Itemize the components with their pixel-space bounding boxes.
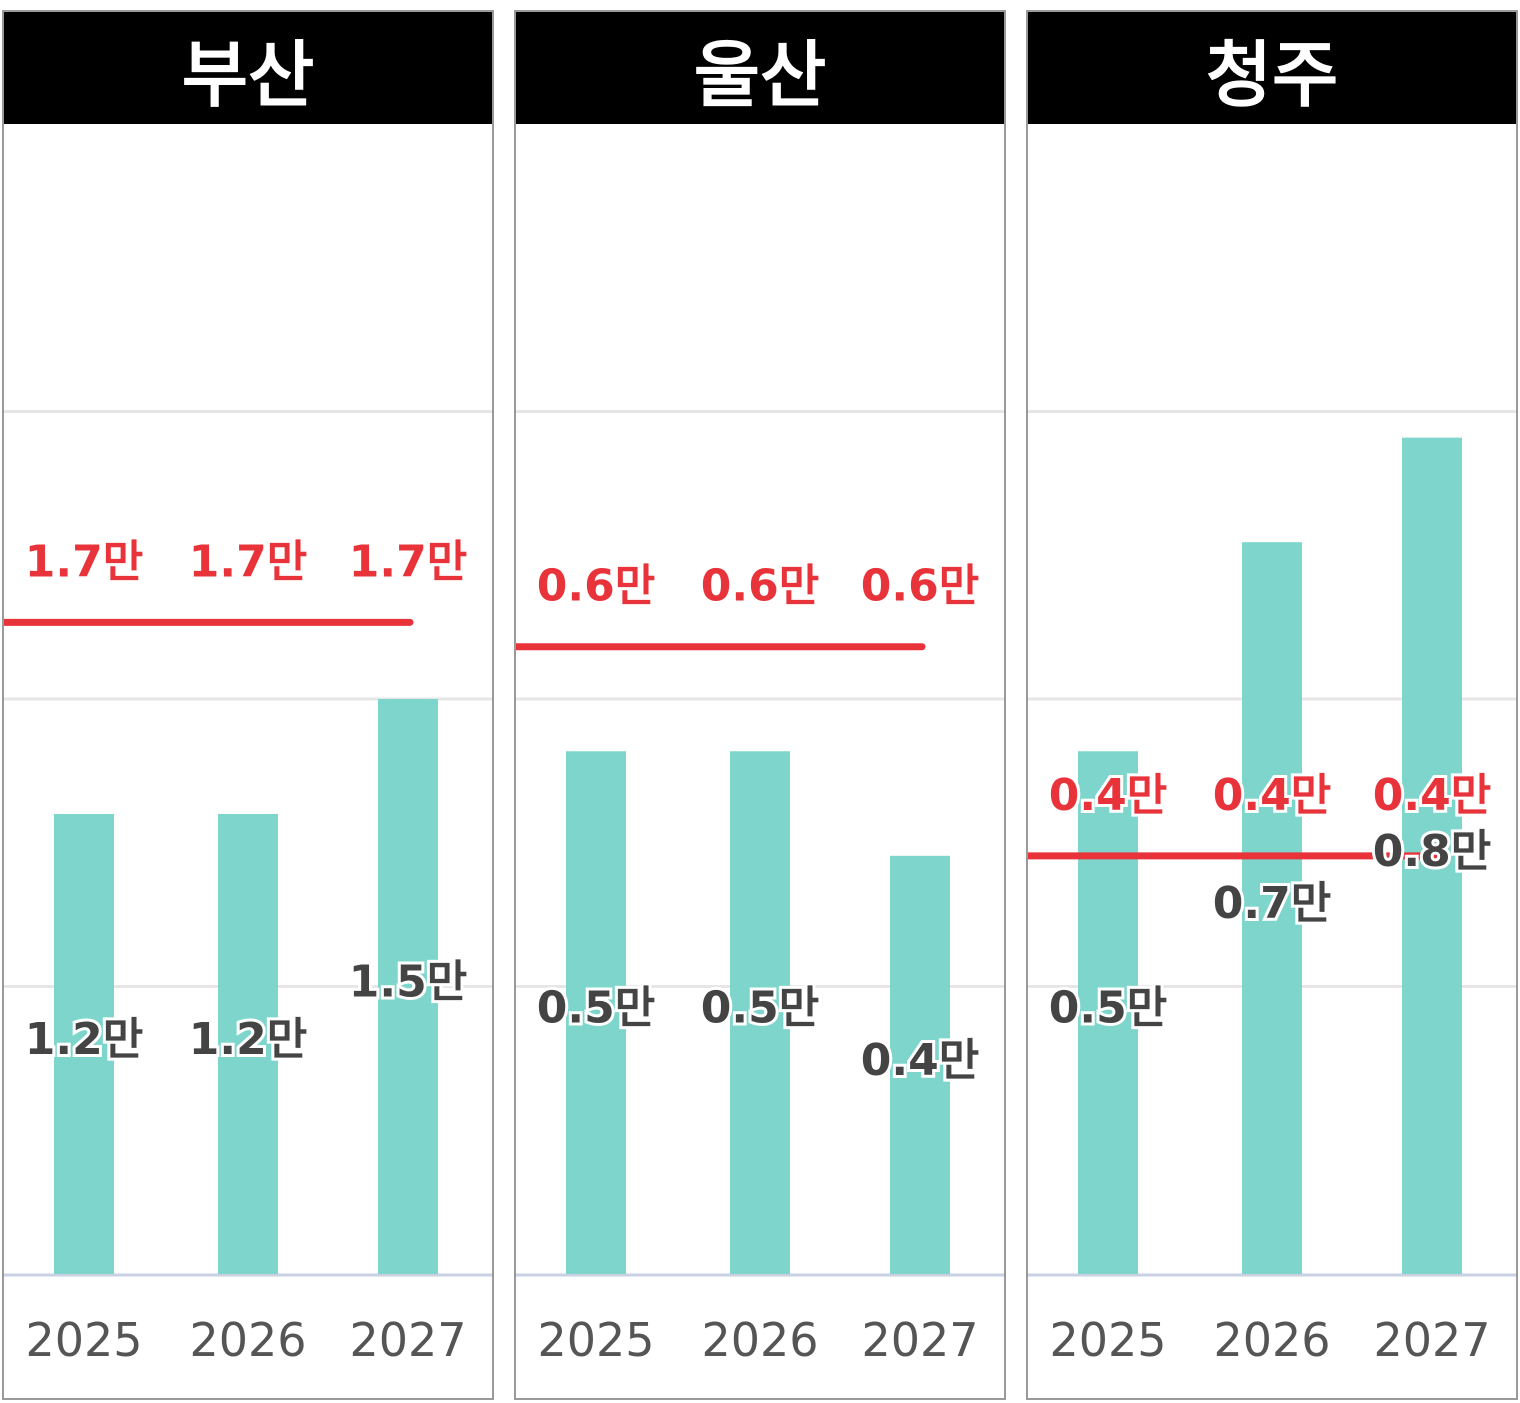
x-tick-label: 2025 [25, 1313, 142, 1367]
bar-value-label: 1.5만 [349, 957, 467, 1008]
bar [730, 751, 790, 1274]
bar [1242, 542, 1302, 1274]
bar-value-label: 0.5만 [537, 983, 655, 1034]
x-tick-label: 2027 [1373, 1313, 1490, 1367]
bar [1078, 751, 1138, 1274]
bar [54, 814, 114, 1274]
bar [566, 751, 626, 1274]
reference-label: 1.7만 [349, 536, 467, 587]
chart-panel-3: 청주 0.4만 0.4만 0.4만 0.5만 0.7만 0.8만 2025 2026 2027 [1026, 10, 1518, 1400]
chart-plot: 0.4만 0.4만 0.4만 0.5만 0.7만 0.8만 2025 2026 2027 [1028, 410, 1516, 1367]
bar-value-label: 0.7만 [1213, 878, 1331, 929]
chart-panel-1: 부산 1.7만 1.7만 1.7만 1.2만 1.2만 1.5만 2025 2026 2027 [2, 10, 494, 1400]
bar [890, 855, 950, 1274]
bar-value-label: 0.8만 [1373, 826, 1491, 877]
reference-label: 0.4만 [1049, 770, 1167, 821]
x-tick-label: 2026 [189, 1313, 306, 1367]
x-tick-label: 2025 [1049, 1313, 1166, 1367]
reference-label: 1.7만 [189, 536, 307, 587]
bar-value-label: 1.2만 [25, 1014, 143, 1065]
bar-value-label: 0.4만 [861, 1035, 979, 1086]
panel-title: 부산 [4, 12, 492, 124]
reference-label: 0.4만 [1373, 770, 1491, 821]
panel-title: 울산 [516, 12, 1004, 124]
x-tick-label: 2026 [1213, 1313, 1330, 1367]
bar [218, 814, 278, 1274]
bar-value-label: 0.5만 [701, 983, 819, 1034]
chart-plot: 0.6만 0.6만 0.6만 0.5만 0.5만 0.4만 2025 2026 2027 [516, 410, 1004, 1367]
x-tick-label: 2025 [537, 1313, 654, 1367]
reference-label: 1.7만 [25, 536, 143, 587]
reference-label: 0.6만 [861, 561, 979, 612]
x-tick-label: 2026 [701, 1313, 818, 1367]
reference-label: 0.6만 [537, 561, 655, 612]
bar-value-label: 0.5만 [1049, 983, 1167, 1034]
x-tick-label: 2027 [349, 1313, 466, 1367]
bar-value-label: 1.2만 [189, 1014, 307, 1065]
reference-label: 0.4만 [1213, 770, 1331, 821]
chart-plot: 1.7만 1.7만 1.7만 1.2만 1.2만 1.5만 2025 2026 2027 [4, 410, 492, 1367]
bar [378, 699, 438, 1274]
chart-panel-2: 울산 0.6만 0.6만 0.6만 0.5만 0.5만 0.4만 2025 2026 2027 [514, 10, 1006, 1400]
reference-label: 0.6만 [701, 561, 819, 612]
panel-title: 청주 [1028, 12, 1516, 124]
x-tick-label: 2027 [861, 1313, 978, 1367]
